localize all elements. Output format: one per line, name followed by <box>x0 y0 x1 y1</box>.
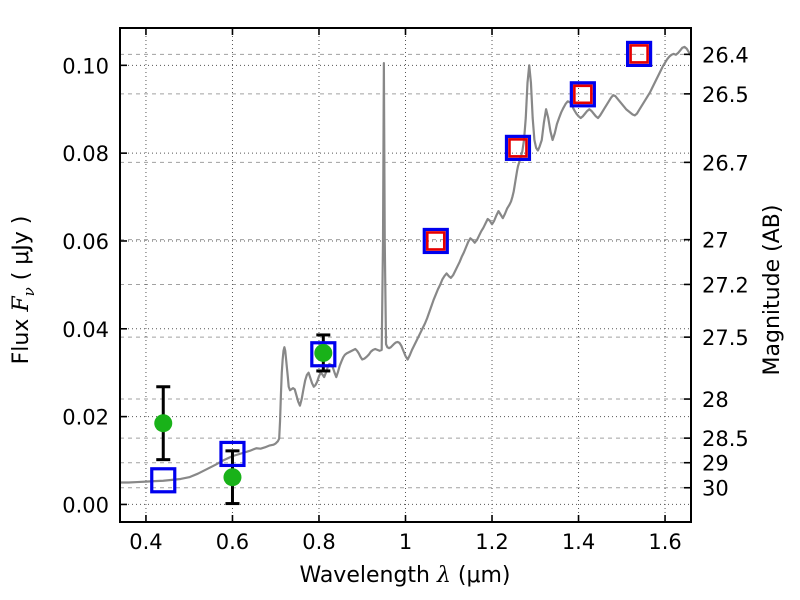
x-title-symbol: λ <box>436 563 451 588</box>
y-title-subscript: ν <box>20 287 38 296</box>
observed-photometry-marker[interactable] <box>625 40 653 68</box>
x-tick-label: 1.4 <box>562 530 595 554</box>
y-axis-left-ticks: 0.00 0.02 0.04 0.06 0.08 0.10 <box>62 54 127 517</box>
observed-photometry-marker[interactable] <box>422 227 449 255</box>
y2-tick-label: 26.4 <box>702 43 749 67</box>
y2-tick-label: 29 <box>702 452 729 476</box>
y-axis-left-title: Flux Fν ( μJy ) <box>9 216 38 365</box>
y-tick-label: 0.10 <box>62 54 109 78</box>
y-tick-label: 0.02 <box>62 406 109 430</box>
y2-tick-label: 26.7 <box>702 151 749 175</box>
y-axis-right-title: Magnitude (AB) <box>760 205 785 376</box>
x-axis-ticks: 0.4 0.6 0.8 1 1.2 1.4 1.6 <box>129 28 682 554</box>
measured-photometry-marker[interactable] <box>154 414 173 433</box>
measured-photometry-layer <box>154 343 333 487</box>
y-tick-label: 0.06 <box>62 230 109 254</box>
model-spectrum-path <box>120 45 691 484</box>
model-photometry-marker[interactable] <box>425 231 446 251</box>
observed-photometry-marker[interactable] <box>150 467 177 494</box>
y2-tick-label: 28 <box>702 388 729 412</box>
x-tick-label: 1 <box>399 530 412 554</box>
y-tick-label: 0.00 <box>62 493 109 517</box>
model-photometry-layer <box>425 44 649 251</box>
observed-photometry-marker[interactable] <box>310 341 337 368</box>
y2-tick-label: 27 <box>702 229 729 253</box>
observed-photometry-marker[interactable] <box>219 440 246 468</box>
x-tick-label: 0.6 <box>216 530 249 554</box>
y-title-symbol: F <box>9 296 34 313</box>
y-tick-label: 0.04 <box>62 318 109 342</box>
observed-photometry-marker[interactable] <box>504 134 532 161</box>
x-tick-label: 1.6 <box>648 530 681 554</box>
y2-tick-label: 30 <box>702 477 729 501</box>
model-photometry-marker[interactable] <box>508 138 528 158</box>
observed-photometry-marker[interactable] <box>569 81 596 108</box>
x-tick-label: 0.8 <box>302 530 335 554</box>
x-tick-label: 1.2 <box>475 530 508 554</box>
y-title-word: Flux <box>9 312 34 365</box>
model-photometry-marker[interactable] <box>629 44 649 64</box>
observed-photometry-layer <box>150 40 653 494</box>
measured-photometry-marker[interactable] <box>314 343 333 362</box>
y2-tick-label: 27.5 <box>702 326 749 350</box>
x-title-word: Wavelength <box>299 563 437 588</box>
y-tick-label: 0.08 <box>62 142 109 166</box>
x-axis-title: Wavelength λ (μm) <box>299 563 510 588</box>
x-title-unit: (μm) <box>451 563 511 588</box>
spectrum-curve-layer <box>120 45 691 484</box>
y2-tick-label: 28.5 <box>702 427 749 451</box>
y-title-unit: ( μJy ) <box>9 216 34 288</box>
y2-tick-label: 27.2 <box>702 273 749 297</box>
model-photometry-marker[interactable] <box>573 84 593 105</box>
y2-tick-label: 26.5 <box>702 83 749 107</box>
x-tick-label: 0.4 <box>129 530 162 554</box>
measured-photometry-marker[interactable] <box>223 468 242 487</box>
